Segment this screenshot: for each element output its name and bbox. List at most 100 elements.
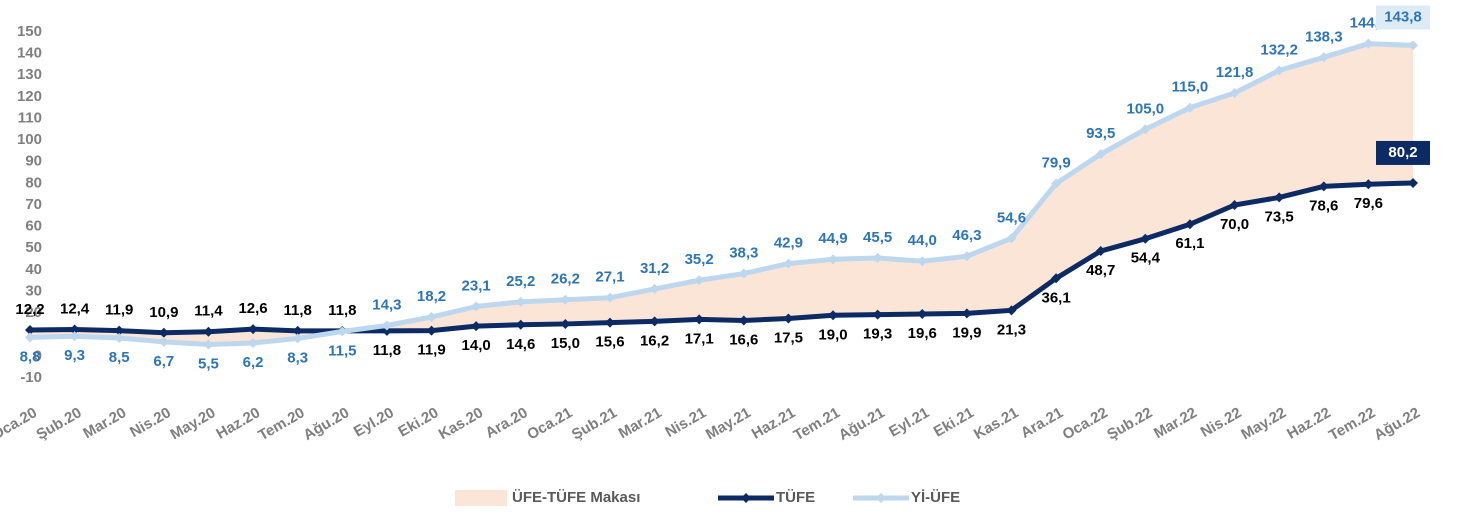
point [515,296,526,307]
x-tick-label: May.20 [168,404,219,443]
legend-label: ÜFE-TÜFE Makası [512,489,640,506]
x-tick-label: Oca.21 [524,404,575,443]
data-label: 79,9 [1041,155,1070,172]
point [381,325,392,336]
data-label: 44,9 [818,230,847,247]
data-label: 9,3 [64,347,85,364]
point [1006,233,1017,244]
data-label: 31,2 [640,260,669,277]
point [1051,273,1062,284]
point [917,308,928,319]
data-label: 80,2 [1388,144,1417,161]
y-tick-label: 120 [17,88,42,105]
label-box [1376,5,1430,30]
data-label: 45,5 [863,229,892,246]
y-tick-label: 50 [25,239,42,256]
data-label: 73,5 [1265,208,1294,225]
y-tick-label: 70 [25,196,42,213]
point [604,317,615,328]
x-tick-label: Nis.20 [127,404,174,441]
y-tick-label: 150 [17,23,42,40]
data-label: 48,7 [1086,262,1115,279]
point [1318,181,1329,192]
legend-label: TÜFE [776,489,815,506]
point [114,325,125,336]
point [1184,102,1195,113]
point [872,252,883,263]
point [426,325,437,336]
data-label: 11,8 [328,302,356,319]
y-tick-label: 60 [25,218,42,235]
x-tick-label: Haz.22 [1284,404,1334,442]
data-label: 15,6 [595,334,624,351]
x-tick-label: Nis.21 [662,404,709,441]
x-tick-label: Mar.21 [616,404,665,442]
point [158,336,169,347]
data-label: 17,5 [774,330,803,347]
x-tick-label: Ara.21 [1018,404,1066,442]
y-tick-label: 110 [18,109,42,126]
point [248,337,259,348]
data-label: 8,3 [287,349,308,366]
data-label: 79,6 [1354,195,1383,212]
data-label: 61,1 [1175,235,1204,252]
data-label: 46,3 [952,227,981,244]
point [1006,305,1017,316]
x-tick-label: Eyl.20 [351,404,397,440]
point [1184,219,1195,230]
data-label: 121,8 [1216,64,1254,81]
data-label: 14,6 [506,336,535,353]
y-tick-label: 90 [25,153,42,170]
data-label: 138,3 [1305,28,1343,45]
legend-marker [741,493,751,503]
point [248,324,259,335]
x-tick-label: Haz.20 [213,404,263,442]
y-tick-label: 130 [17,66,42,83]
data-label: 42,9 [774,235,803,252]
point [1229,87,1240,98]
x-tick-label: Tem.20 [255,404,307,444]
label-box [1376,140,1430,165]
point [738,315,749,326]
x-tick-label: Haz.21 [749,404,799,442]
point [515,319,526,330]
x-tick-label: Nis.22 [1198,404,1245,441]
point [694,314,705,325]
point [828,254,839,265]
data-label: 143,8 [1384,8,1422,25]
point [471,301,482,312]
point [1318,52,1329,63]
point [471,321,482,332]
data-label: 12,2 [15,301,44,318]
data-label: 11,5 [328,342,356,359]
x-tick-label: May.21 [703,404,754,443]
point [1363,38,1374,49]
data-label: 115,0 [1172,79,1209,96]
point [1051,178,1062,189]
x-tick-label: Oca.20 [0,404,40,443]
x-tick-label: Ağu.21 [836,404,888,444]
data-label: 18,2 [417,288,446,305]
point [337,326,348,337]
data-label: 36,1 [1041,289,1070,306]
point [917,256,928,267]
data-label: 19,0 [818,326,847,343]
data-label: 5,5 [198,355,219,372]
point [381,320,392,331]
data-label: 16,6 [729,331,758,348]
y-tick-label: 20 [25,304,42,321]
point [694,275,705,286]
data-label: 19,9 [952,324,981,341]
series-line [29,41,1414,347]
x-tick-label: Tem.22 [1326,404,1378,444]
point [961,308,972,319]
y-tick-label: 40 [25,261,42,278]
point [1140,124,1151,135]
data-label: 16,2 [640,332,669,349]
data-label: 11,9 [417,342,445,359]
x-tick-label: May.22 [1238,404,1289,443]
data-label: 35,2 [685,251,714,268]
data-label: 54,4 [1131,250,1161,267]
data-label: 6,2 [243,354,264,371]
x-tick-label: Ara.20 [482,404,530,442]
